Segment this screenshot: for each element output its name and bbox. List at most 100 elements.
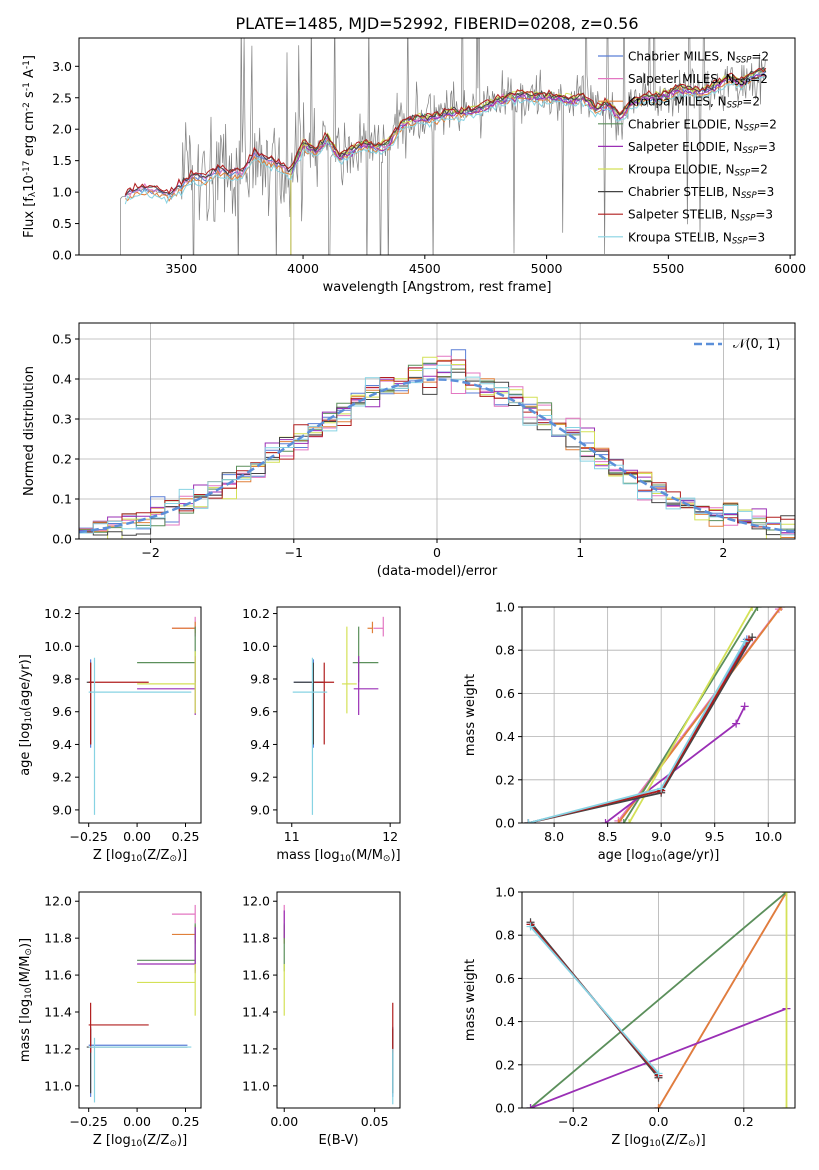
label-part: -1 — [22, 82, 32, 91]
weight-line — [529, 892, 788, 1108]
y-tick-label: 0.2 — [495, 772, 515, 787]
legend-text: Chabrier ELODIE, N — [628, 117, 744, 131]
panel-residuals: −2 −1 0 1 2 0.0 0.1 0.2 0.3 0.4 0.5 (data-model)/er… — [22, 322, 796, 579]
errorbar-point — [88, 1002, 149, 1053]
errorbar-point — [373, 616, 384, 637]
x-tick-label: 0.2 — [734, 1114, 754, 1129]
label-part: (age/yr)] — [662, 848, 719, 863]
y-axis-label: Flux [fλ10-17 erg cm-2 s-1 A-1] — [22, 55, 38, 238]
y-tick-label: 0.0 — [52, 248, 72, 263]
x-axis-label: wavelength [Angstrom, rest frame] — [323, 280, 552, 295]
y-tick-label: 0.6 — [495, 971, 515, 986]
legend-suffix: =3 — [755, 208, 773, 222]
y-tick-label: 11.0 — [44, 1078, 72, 1093]
x-tick-label: −0.25 — [70, 829, 108, 844]
plot-area — [79, 349, 795, 539]
y-tick-label: 10.0 — [242, 639, 270, 654]
label-part: 10 — [131, 1139, 143, 1149]
legend-label: Kroupa MILES, NSSP=2 — [628, 95, 760, 111]
legend-label-normal: 𝒩(0, 1) — [733, 337, 780, 352]
label-part: Flux [f — [22, 197, 37, 238]
label-part: wavelength [Angstrom, rest frame] — [323, 280, 552, 295]
y-tick-label: 0.0 — [52, 532, 72, 547]
errorbar-point — [88, 1026, 188, 1097]
y-tick-label: 12.0 — [44, 894, 72, 909]
legend-suffix: =2 — [751, 50, 769, 64]
label-part: E(B-V) — [318, 1133, 358, 1148]
errorbar-point — [352, 626, 379, 683]
label-part: )] — [390, 848, 400, 863]
y-tick-label: 9.0 — [250, 802, 270, 817]
y-tick-label: 1.0 — [495, 885, 515, 900]
axes-frame — [78, 37, 796, 256]
panels: 3500 4000 4500 5000 5500 6000 0.0 0.5 1.0 1.5 2.0 2… — [18, 37, 806, 1149]
axes-frame — [521, 606, 796, 824]
y-tick-label: 9.2 — [52, 770, 72, 785]
legend-suffix: =3 — [748, 230, 766, 244]
legend-subscript: SSP — [727, 101, 743, 111]
x-tick-label: 3500 — [165, 261, 197, 276]
weight-marker — [526, 922, 535, 931]
y-axis-label: mass [log10(M/M⊙)] — [18, 938, 34, 1062]
axes-frame — [78, 606, 202, 824]
label-part: 10 — [131, 854, 143, 864]
plot-area — [86, 904, 196, 1103]
errorbar-point — [137, 656, 196, 715]
panel-spectrum: 3500 4000 4500 5000 5500 6000 0.0 0.5 1.0 1.5 2.0 2… — [22, 37, 806, 295]
legend-text: Kroupa ELODIE, N — [628, 163, 735, 177]
weight-marker — [782, 892, 791, 896]
label-part: Z [log — [93, 848, 131, 863]
weight-marker — [625, 819, 634, 823]
label-part: 10 — [649, 1139, 661, 1149]
label-part: s — [22, 91, 37, 102]
weight-line — [528, 638, 750, 823]
plot-area — [283, 904, 394, 1105]
x-tick-label: 5000 — [531, 261, 563, 276]
x-axis-label: Z [log10(Z/Z⊙)] — [93, 848, 187, 864]
x-tick-label: 0 — [433, 545, 441, 560]
label-part: 10 — [22, 175, 37, 192]
weight-marker — [657, 784, 666, 793]
label-part: (data-model)/error — [377, 564, 498, 579]
y-tick-label: 9.6 — [250, 704, 270, 719]
y-axis-label: age [log10(age/yr)] — [18, 654, 34, 776]
label-part: Z [log — [611, 1133, 649, 1148]
legend-suffix: =2 — [742, 95, 760, 109]
weight-marker — [654, 1104, 663, 1108]
legend-subscript: SSP — [741, 191, 757, 201]
y-tick-label: 0.0 — [495, 1101, 515, 1116]
label-part: (Z/Z — [142, 848, 169, 863]
errorbar-point — [314, 662, 335, 745]
y-axis-label: Normed distribution — [22, 366, 37, 496]
legend-text: Kroupa MILES, N — [628, 95, 727, 109]
label-part: 10 — [24, 711, 34, 723]
y-tick-label: 1.0 — [52, 185, 72, 200]
legend-text: Salpeter ELODIE, N — [628, 140, 742, 154]
errorbar-point — [171, 621, 196, 634]
y-tick-label: 10.2 — [44, 606, 72, 621]
y-tick-label: 0.4 — [495, 729, 515, 744]
panel-Z-mass: −0.25 0.00 0.25 11.0 11.2 11.4 11.6 11.8 12.0 Z [… — [18, 891, 202, 1149]
panel-age-weight: 8.0 8.5 9.0 9.5 10.0 0.0 0.2 0.4 0.6 0.8 1.0 age [l… — [463, 600, 796, 864]
label-part: )] — [18, 938, 33, 948]
weight-line — [529, 926, 660, 1074]
x-tick-label: −0.2 — [558, 1114, 588, 1129]
y-tick-label: 11.0 — [242, 1078, 270, 1093]
x-tick-label: 8.0 — [544, 829, 564, 844]
x-axis-label: Z [log10(Z/Z⊙)] — [611, 1133, 705, 1149]
plot-area — [524, 607, 786, 823]
legend-subscript: SSP — [735, 78, 751, 88]
y-tick-label: 0.5 — [52, 332, 72, 347]
legend-label: Chabrier ELODIE, NSSP=2 — [628, 117, 777, 133]
label-part: age [log — [598, 848, 651, 863]
label-part: Z [log — [93, 1133, 131, 1148]
model-spectrum-line — [124, 74, 767, 202]
legend-subscript: SSP — [732, 237, 748, 247]
x-tick-label: 0.00 — [123, 1114, 151, 1129]
errorbar-point — [171, 904, 196, 924]
legend-text: Chabrier MILES, N — [628, 50, 736, 64]
legend-suffix: =3 — [757, 185, 775, 199]
legend-text: Chabrier STELIB, N — [628, 185, 741, 199]
